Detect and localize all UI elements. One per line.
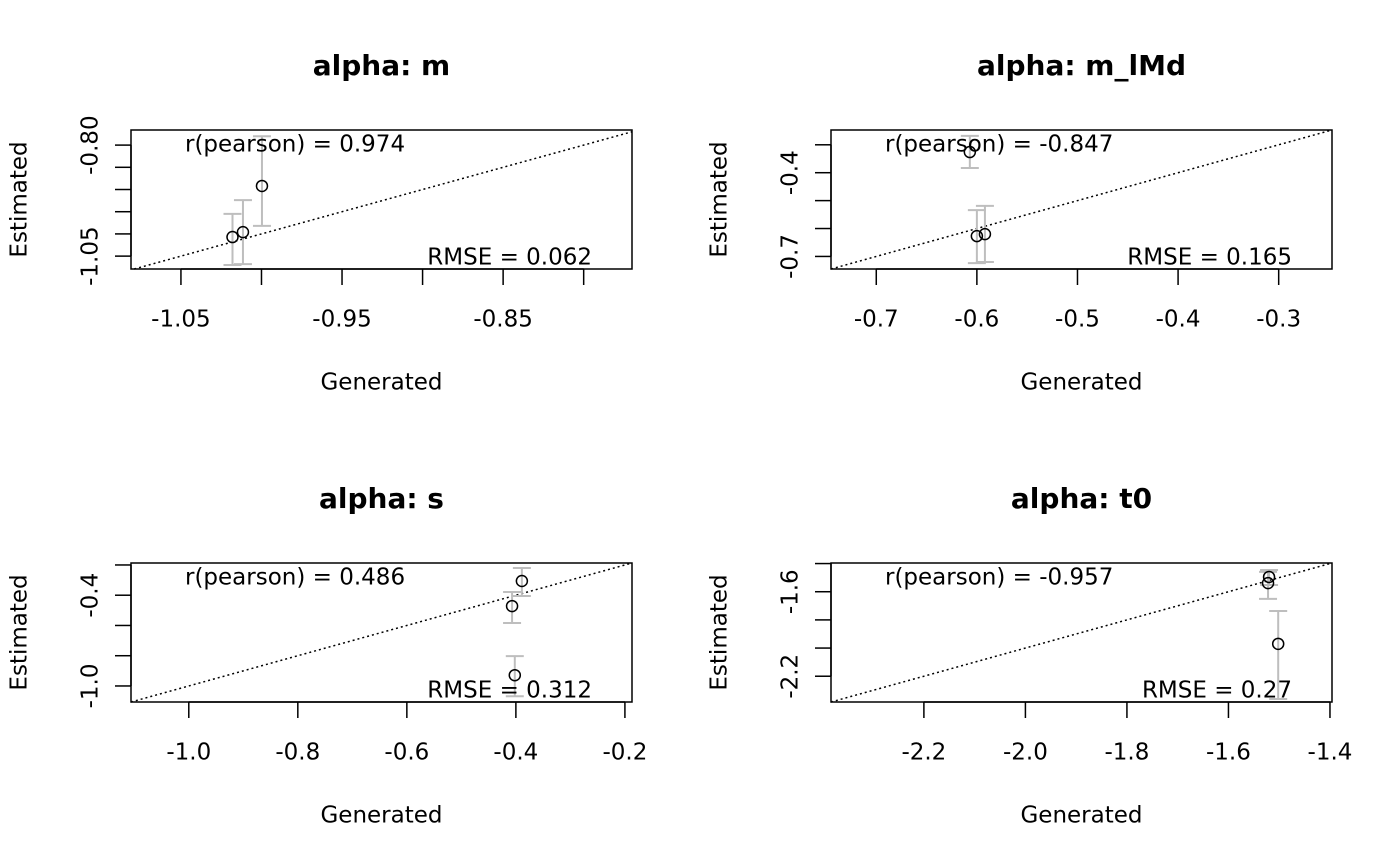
x-tick-label: -0.95 — [312, 307, 372, 333]
x-tick-label: -0.8 — [275, 740, 320, 766]
y-axis-label: Estimated — [707, 574, 733, 690]
x-axis-label: Generated — [320, 370, 442, 396]
r-annotation: r(pearson) = -0.957 — [885, 565, 1113, 591]
x-tick-label: -1.05 — [151, 307, 211, 333]
y-tick-label: -1.6 — [778, 569, 804, 614]
x-tick-label: -1.0 — [166, 740, 211, 766]
x-tick-label: -0.7 — [854, 307, 899, 333]
x-axis-label: Generated — [1020, 803, 1142, 829]
x-tick-label: -0.3 — [1256, 307, 1301, 333]
point — [226, 230, 239, 244]
panel: alpha: s Generated Estimated -1.0 -0.8 -0.6 -0… — [7, 482, 648, 829]
plot-box — [830, 129, 1333, 270]
point — [970, 229, 984, 243]
point — [236, 225, 250, 239]
rmse-annotation: RMSE = 0.165 — [1127, 245, 1292, 271]
identity-line — [130, 562, 633, 703]
y-axis-label: Estimated — [7, 574, 33, 690]
x-tick-label: -1.6 — [1206, 740, 1251, 766]
panel-title: alpha: m_lMd — [977, 49, 1186, 82]
point — [515, 574, 529, 588]
r-annotation: r(pearson) = -0.847 — [885, 132, 1113, 158]
point — [255, 179, 269, 193]
y-tick-label: -1.0 — [78, 664, 104, 709]
identity-line — [830, 129, 1333, 270]
rmse-annotation: RMSE = 0.062 — [427, 245, 592, 271]
r-annotation: r(pearson) = 0.974 — [185, 132, 405, 158]
r-annotation: r(pearson) = 0.486 — [185, 565, 405, 591]
x-tick-label: -0.85 — [473, 307, 533, 333]
point — [508, 668, 522, 682]
panel-title: alpha: t0 — [1011, 482, 1152, 515]
x-tick-label: -0.2 — [602, 740, 647, 766]
point — [963, 145, 977, 159]
x-tick-label: -0.4 — [1156, 307, 1201, 333]
point — [505, 599, 519, 613]
plot-box — [830, 562, 1333, 703]
y-tick-label: -0.7 — [778, 234, 804, 279]
point — [1262, 570, 1276, 584]
x-axis-label: Generated — [320, 803, 442, 829]
panel: alpha: t0 Generated Estimated -2.2 -2.0 -1.8 -… — [707, 482, 1353, 829]
identity-line — [134, 131, 633, 270]
x-tick-label: -2.0 — [1003, 740, 1048, 766]
y-tick-label: -0.4 — [778, 150, 804, 195]
y-tick-label: -0.80 — [78, 115, 104, 175]
identity-line — [830, 562, 1333, 703]
y-tick-label: -1.05 — [78, 226, 104, 286]
rmse-annotation: RMSE = 0.312 — [427, 678, 592, 704]
y-tick-label: -0.4 — [78, 573, 104, 618]
x-tick-label: -0.6 — [954, 307, 999, 333]
x-tick-label: -0.5 — [1055, 307, 1100, 333]
x-tick-label: -2.2 — [901, 740, 946, 766]
x-tick-label: -0.6 — [384, 740, 429, 766]
rmse-annotation: RMSE = 0.27 — [1142, 678, 1292, 704]
panel: alpha: m Generated Estimated -1.05 -0.95 -0.8… — [7, 49, 633, 396]
point — [1271, 637, 1285, 651]
plot-box — [130, 129, 633, 270]
plot-box — [130, 562, 633, 703]
panel: alpha: m_lMd Generated Estimated -0.7 -0.6 -0… — [707, 49, 1333, 396]
x-axis-label: Generated — [1020, 370, 1142, 396]
panel-title: alpha: m — [313, 49, 450, 82]
x-tick-label: -1.4 — [1308, 740, 1353, 766]
point — [1261, 576, 1275, 590]
x-tick-label: -1.8 — [1104, 740, 1149, 766]
y-axis-label: Estimated — [7, 141, 33, 257]
point — [978, 227, 992, 241]
y-tick-label: -2.2 — [778, 654, 804, 699]
x-tick-label: -0.4 — [493, 740, 538, 766]
y-axis-label: Estimated — [707, 141, 733, 257]
panel-title: alpha: s — [319, 482, 444, 515]
